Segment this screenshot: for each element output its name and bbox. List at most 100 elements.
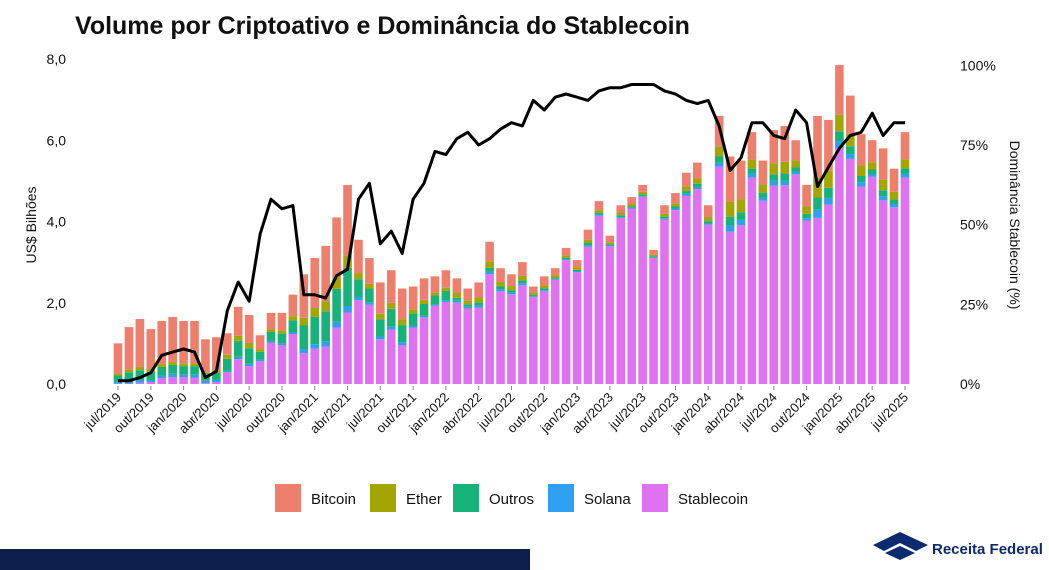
bar-segment <box>605 235 615 243</box>
bar-segment <box>747 173 757 178</box>
bar-segment <box>157 364 167 367</box>
bar-segment <box>572 260 582 268</box>
bar-segment <box>747 132 757 160</box>
bar-segment <box>430 295 440 305</box>
logo-icon <box>885 546 915 560</box>
bar-segment <box>802 213 811 219</box>
bar-segment <box>397 319 407 326</box>
bar-segment <box>463 308 473 384</box>
bar-segment <box>485 267 494 272</box>
bar-segment <box>343 312 352 384</box>
bar-segment <box>561 259 571 261</box>
bar-segment <box>277 345 287 384</box>
bar-segment <box>638 184 647 192</box>
bar-segment <box>496 282 505 287</box>
bar-segment <box>660 205 669 214</box>
bar-segment <box>878 179 888 191</box>
bar-segment <box>769 185 779 384</box>
bar-segment <box>233 356 243 360</box>
bar-segment <box>671 203 680 207</box>
bar-segment <box>408 325 418 328</box>
bar-segment <box>780 126 790 162</box>
bar-segment <box>441 287 451 291</box>
y-axis-label: US$ Bilhões <box>23 186 39 263</box>
bar-segment <box>332 327 341 384</box>
legend-swatch <box>642 484 668 512</box>
bar-segment <box>703 224 713 384</box>
bar-segment <box>539 290 549 292</box>
bar-segment <box>244 348 254 364</box>
bar-segment <box>135 379 145 383</box>
bar-segment <box>168 362 177 365</box>
y-tick-label: 4,0 <box>47 214 67 230</box>
bar-segment <box>441 270 451 288</box>
bar-segment <box>343 184 352 256</box>
bar-segment <box>550 277 560 279</box>
bar-segment <box>277 343 287 345</box>
bar-segment <box>572 267 582 270</box>
bar-segment <box>616 215 626 218</box>
bar-segment <box>452 278 462 293</box>
bar-segment <box>146 379 156 382</box>
bar-segment <box>223 354 232 359</box>
bar-segment <box>332 288 341 322</box>
bar-segment <box>441 300 451 302</box>
bar-segment <box>190 366 199 375</box>
bar-segment <box>419 317 429 384</box>
bar-segment <box>299 353 309 384</box>
bar-segment <box>485 271 494 275</box>
bar-segment <box>408 309 418 314</box>
bar-segment <box>561 255 571 258</box>
bar-segment <box>354 297 363 301</box>
bar-segment <box>146 329 156 369</box>
bar-segment <box>332 277 341 289</box>
bar-segment <box>496 286 505 290</box>
bar-segment <box>725 216 735 226</box>
bar-segment <box>452 302 462 384</box>
bar-segment <box>146 371 156 380</box>
bar-segment <box>725 201 735 217</box>
bar-segment <box>365 258 374 284</box>
bar-segment <box>135 319 145 367</box>
bar-segment <box>529 293 538 296</box>
bar-segment <box>627 207 637 209</box>
bar-segment <box>583 246 593 384</box>
y-tick-label: 0,0 <box>47 376 67 392</box>
bar-segment <box>539 291 549 384</box>
bar-segment <box>255 349 265 352</box>
bar-segment <box>758 192 768 198</box>
bar-segment <box>758 197 768 201</box>
bar-segment <box>529 295 538 297</box>
bar-segment <box>463 288 473 301</box>
bar-segment <box>867 140 877 163</box>
bar-segment <box>539 288 549 291</box>
bar-segment <box>692 186 702 189</box>
bar-segment <box>354 279 363 298</box>
bar-segment <box>725 156 735 202</box>
bar-segment <box>583 239 593 244</box>
bar-segment <box>627 197 637 205</box>
bar-segment <box>212 379 221 382</box>
bar-segment <box>671 208 680 211</box>
bar-segment <box>900 132 910 160</box>
bar-segment <box>824 119 833 171</box>
bar-segment <box>244 363 254 367</box>
bar-segment <box>179 374 188 378</box>
bar-segment <box>671 206 680 209</box>
bar-segment <box>583 229 593 240</box>
bar-segment <box>529 286 538 293</box>
bar-segment <box>671 210 680 384</box>
bar-segment <box>867 169 877 174</box>
bar-segment <box>223 372 232 384</box>
bar-segment <box>419 303 429 316</box>
bar-segment <box>212 373 221 380</box>
bar-segment <box>736 225 746 384</box>
bar-segment <box>518 283 527 286</box>
y2-tick-label: 100% <box>960 57 996 73</box>
bar-segment <box>747 168 757 174</box>
bar-segment <box>835 131 844 142</box>
bar-segment <box>649 249 658 255</box>
bar-segment <box>714 156 724 163</box>
bar-segment <box>758 200 768 384</box>
